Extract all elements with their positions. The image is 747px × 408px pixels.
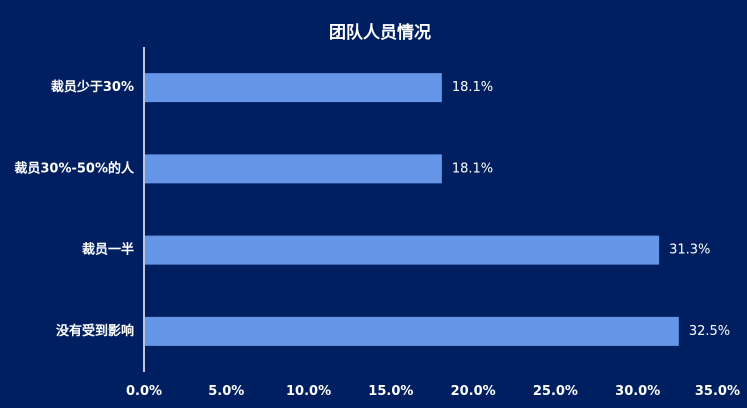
- category-label: 裁员一半: [82, 242, 134, 258]
- data-label: 32.5%: [689, 324, 730, 339]
- chart-title: 团队人员情况: [329, 22, 431, 43]
- x-tick-label: 0.0%: [126, 384, 162, 399]
- data-label: 31.3%: [669, 243, 710, 258]
- x-tick-label: 30.0%: [615, 384, 660, 399]
- category-label: 裁员少于30%: [51, 79, 134, 95]
- category-label: 裁员30%-50%的人: [14, 160, 135, 176]
- x-tick-label: 20.0%: [451, 384, 496, 399]
- x-axis-tick-labels: 0.0% 5.0% 10.0% 15.0% 20.0% 25.0% 30.0% 35.0%: [126, 384, 740, 399]
- bar-1: [145, 73, 442, 103]
- x-tick-label: 25.0%: [533, 384, 578, 399]
- bar-2: [145, 154, 442, 184]
- bars-group: [145, 73, 679, 346]
- x-tick-label: 15.0%: [368, 384, 413, 399]
- x-tick-label: 5.0%: [208, 384, 244, 399]
- x-tick-label: 35.0%: [695, 384, 740, 399]
- bar-4: [145, 316, 679, 346]
- x-tick-label: 10.0%: [286, 384, 331, 399]
- data-label: 18.1%: [452, 80, 493, 95]
- category-label: 没有受到影响: [56, 323, 134, 339]
- data-label: 18.1%: [452, 161, 493, 176]
- data-labels: 18.1% 18.1% 31.3% 32.5%: [452, 80, 730, 339]
- bar-3: [145, 235, 660, 265]
